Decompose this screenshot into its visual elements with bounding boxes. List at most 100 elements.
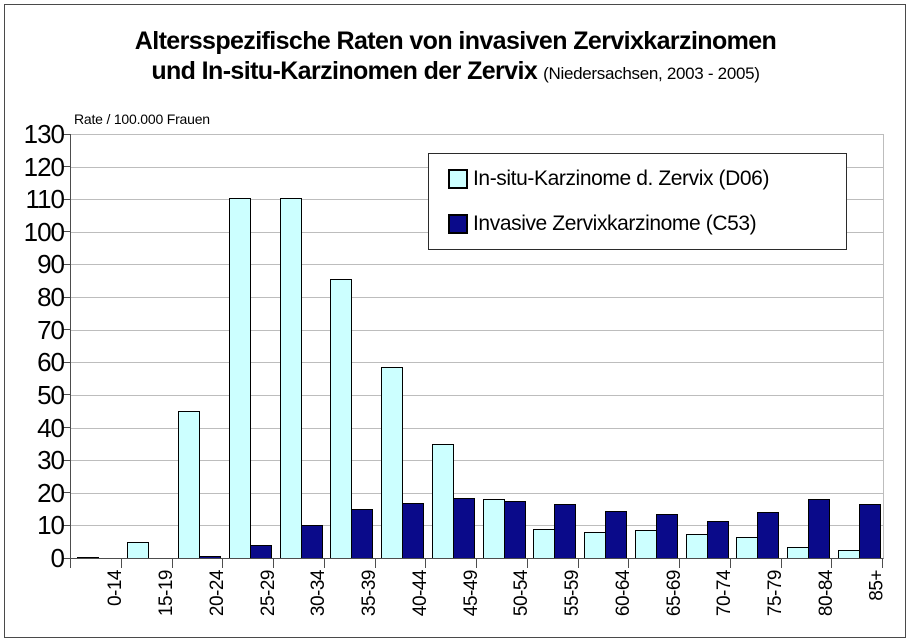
gridline-130 <box>71 134 883 135</box>
bar-d06-60-64 <box>584 531 606 558</box>
gridline-80 <box>71 297 883 299</box>
x-category-label-40-44: 40-44 <box>409 570 431 617</box>
y-tick-label-20: 20 <box>37 477 65 508</box>
bar-d06-80-84 <box>787 546 809 558</box>
bar-d06-55-59 <box>533 528 556 558</box>
y-tick-10 <box>62 524 70 526</box>
y-tick-label-80: 80 <box>37 282 65 313</box>
y-axis-unit-label: Rate / 100.000 Frauen <box>74 111 210 127</box>
y-tick-80 <box>62 296 70 298</box>
x-tick-12 <box>679 559 680 568</box>
gridline-40 <box>71 427 883 429</box>
x-tick-4 <box>273 559 274 568</box>
x-tick-2 <box>171 559 173 568</box>
y-tick-label-60: 60 <box>37 347 65 378</box>
y-tick-label-50: 50 <box>37 379 65 410</box>
x-tick-14 <box>780 559 782 568</box>
x-tick-15 <box>831 559 833 568</box>
bar-c53-40-44 <box>402 502 424 558</box>
legend-item-c53: Invasive Zervixkarzinome (C53) <box>448 213 846 235</box>
bar-d06-15-19 <box>127 541 150 558</box>
bar-d06-40-44 <box>381 367 403 558</box>
x-tick-9 <box>526 559 528 568</box>
y-tick-130 <box>62 133 70 135</box>
y-tick-70 <box>62 329 70 331</box>
x-category-label-70-74: 70-74 <box>714 570 736 617</box>
bar-c53-60-64 <box>605 510 627 558</box>
y-tick-label-100: 100 <box>23 216 65 247</box>
bar-c53-50-54 <box>503 500 526 558</box>
x-category-label-25-29: 25-29 <box>257 570 279 617</box>
bar-c53-70-74 <box>706 520 729 558</box>
y-tick-label-90: 90 <box>37 249 65 280</box>
legend-box: In-situ-Karzinome d. Zervix (D06) Invasi… <box>428 153 847 250</box>
bar-d06-65-69 <box>634 530 657 558</box>
bar-c53-55-59 <box>554 504 577 558</box>
y-tick-label-110: 110 <box>25 184 65 215</box>
y-tick-label-40: 40 <box>37 412 65 443</box>
title-line-1: Altersspezifische Raten von invasiven Ze… <box>134 27 777 55</box>
x-tick-5 <box>323 559 325 568</box>
x-tick-0 <box>70 559 71 568</box>
x-tick-7 <box>425 559 427 568</box>
y-tick-60 <box>62 361 70 363</box>
x-category-label-55-59: 55-59 <box>562 570 584 617</box>
gridline-50 <box>71 394 883 396</box>
y-tick-110 <box>62 198 70 200</box>
plot-area <box>70 134 884 559</box>
chart-title: Altersspezifische Raten von invasiven Ze… <box>0 26 911 89</box>
y-tick-label-70: 70 <box>37 314 65 345</box>
x-category-label-15-19: 15-19 <box>156 570 178 617</box>
x-category-label-30-34: 30-34 <box>308 570 330 617</box>
y-tick-label-10: 10 <box>37 510 65 541</box>
title-line-2: und In-situ-Karzinomen der Zervix (Nieder… <box>0 56 911 89</box>
title-subtitle: (Niedersachsen, 2003 - 2005) <box>543 64 760 83</box>
bar-d06-20-24 <box>178 411 200 558</box>
bar-d06-45-49 <box>431 443 454 558</box>
x-tick-8 <box>476 559 477 568</box>
legend-swatch-d06 <box>448 169 468 189</box>
bar-c53-80-84 <box>808 499 830 558</box>
x-tick-3 <box>222 559 224 568</box>
x-tick-1 <box>120 559 122 568</box>
bar-c53-30-34 <box>300 525 323 558</box>
x-category-label-65-69: 65-69 <box>663 570 685 617</box>
bar-d06-35-39 <box>330 279 353 558</box>
bar-d06-75-79 <box>736 536 759 558</box>
y-tick-50 <box>62 394 70 396</box>
outer-border <box>4 4 906 638</box>
legend-item-d06: In-situ-Karzinome d. Zervix (D06) <box>448 168 846 190</box>
y-tick-label-30: 30 <box>37 445 65 476</box>
x-tick-16 <box>882 559 883 568</box>
y-tick-100 <box>62 231 70 233</box>
bar-c53-85+ <box>858 504 881 558</box>
y-tick-label-120: 120 <box>23 151 65 182</box>
bar-c53-45-49 <box>452 497 475 558</box>
y-tick-90 <box>62 263 70 265</box>
legend-label-d06: In-situ-Karzinome d. Zervix (D06) <box>473 167 770 190</box>
legend-swatch-c53 <box>448 214 468 234</box>
x-tick-6 <box>374 559 376 568</box>
x-category-label-50-54: 50-54 <box>511 570 533 617</box>
x-category-label-35-39: 35-39 <box>359 570 381 617</box>
gridline-30 <box>71 460 883 462</box>
x-category-label-80-84: 80-84 <box>815 570 837 617</box>
x-category-label-60-64: 60-64 <box>612 570 634 617</box>
bar-d06-50-54 <box>482 499 505 558</box>
bar-d06-85+ <box>837 549 860 558</box>
y-tick-120 <box>62 166 70 168</box>
bar-c53-75-79 <box>757 512 780 558</box>
x-category-label-20-24: 20-24 <box>206 570 228 617</box>
bar-d06-30-34 <box>279 197 302 558</box>
bar-c53-65-69 <box>655 513 678 558</box>
bar-d06-70-74 <box>685 533 708 558</box>
gridline-70 <box>71 329 883 331</box>
y-tick-label-130: 130 <box>23 119 65 149</box>
gridline-60 <box>71 362 883 364</box>
bar-c53-25-29 <box>249 544 272 558</box>
bar-d06-25-29 <box>228 197 251 558</box>
gridline-20 <box>71 492 883 494</box>
y-tick-label-0: 0 <box>50 543 65 573</box>
x-category-label-0-14: 0-14 <box>105 570 127 607</box>
